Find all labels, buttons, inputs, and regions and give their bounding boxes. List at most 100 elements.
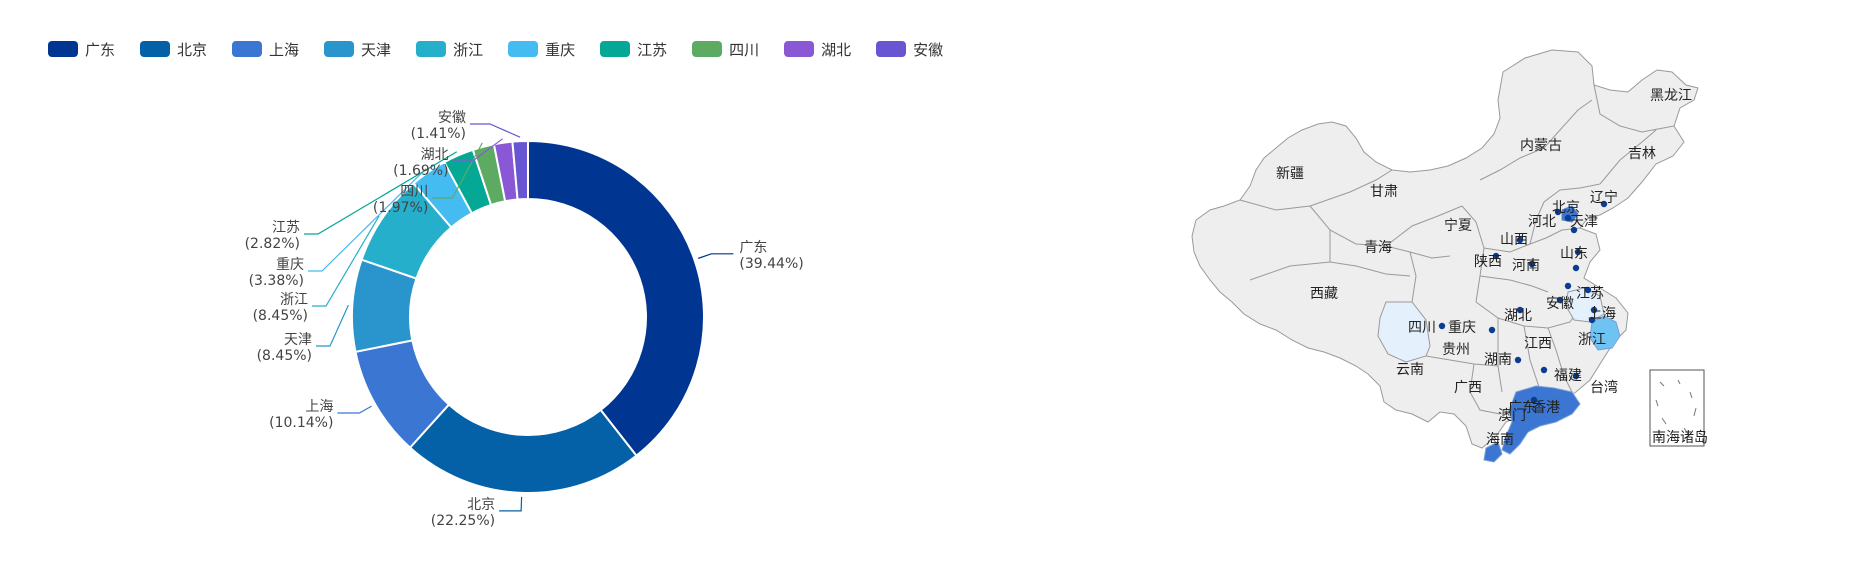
donut-leader-line — [337, 405, 372, 414]
map-city-dot[interactable] — [1584, 286, 1592, 294]
donut-slice[interactable] — [511, 139, 529, 201]
map-city-dot[interactable] — [1438, 322, 1446, 330]
map-city-dot[interactable] — [1572, 372, 1580, 380]
donut-slice[interactable] — [527, 139, 705, 458]
donut-label-percent: (22.25%) — [431, 513, 495, 529]
map-province-label: 南海诸岛 — [1652, 430, 1708, 446]
map-province-label: 宁夏 — [1444, 217, 1472, 234]
donut-label-percent: (1.97%) — [373, 200, 428, 216]
legend-swatch — [140, 41, 171, 57]
legend-item[interactable]: 四川 — [692, 38, 759, 60]
donut-label-name: 四川 — [400, 184, 428, 200]
legend-swatch — [876, 41, 907, 57]
donut-label-name: 广东 — [739, 240, 767, 256]
map-province-label: 海南 — [1486, 432, 1514, 448]
map-province-label: 北京 — [1552, 200, 1580, 216]
legend-swatch — [232, 41, 263, 57]
map-province-label: 云南 — [1396, 362, 1424, 378]
map-province-label: 广西 — [1454, 380, 1482, 396]
legend-item[interactable]: 安徽 — [876, 38, 943, 60]
legend-item[interactable]: 广东 — [48, 38, 115, 60]
map-city-dot[interactable] — [1572, 264, 1580, 272]
legend-item[interactable]: 重庆 — [508, 38, 575, 60]
donut-label-percent: (8.45%) — [253, 308, 308, 324]
map-province-label: 甘肃 — [1370, 184, 1398, 200]
map-province-sichuan — [1377, 301, 1431, 363]
legend-label: 浙江 — [453, 40, 484, 59]
legend-label: 北京 — [177, 40, 208, 59]
map-province-label: 陕西 — [1474, 254, 1502, 270]
donut-label-percent: (10.14%) — [269, 415, 333, 431]
map-province-label: 湖北 — [1504, 308, 1532, 324]
map-province-label: 台湾 — [1590, 379, 1618, 396]
map-city-dot[interactable] — [1492, 252, 1500, 260]
legend-item[interactable]: 天津 — [324, 38, 391, 60]
south-china-sea-inset — [1649, 369, 1705, 447]
chart-legend: 广东 北京 上海 天津 浙江 重庆 江苏 四川 湖北 安徽 — [48, 38, 968, 60]
south-china-sea-islands — [1655, 379, 1697, 435]
map-city-dot[interactable] — [1516, 236, 1524, 244]
map-province-label: 上海 — [1588, 306, 1616, 322]
legend-swatch — [692, 41, 723, 57]
map-province-label: 吉林 — [1628, 146, 1656, 162]
map-city-dot[interactable] — [1556, 296, 1564, 304]
map-city-dot[interactable] — [1564, 282, 1572, 290]
map-city-dot[interactable] — [1514, 356, 1522, 364]
map-province-label: 内蒙古 — [1520, 138, 1562, 154]
legend-label: 上海 — [269, 40, 300, 59]
donut-slice[interactable] — [408, 403, 638, 494]
map-outline — [1191, 49, 1699, 449]
donut-leader-line — [304, 151, 458, 235]
map-city-dot[interactable] — [1540, 366, 1548, 374]
map-province-label: 澳门 — [1498, 408, 1526, 424]
donut-leader-line — [316, 304, 349, 347]
legend-swatch — [324, 41, 355, 57]
map-city-dot[interactable] — [1588, 316, 1596, 324]
donut-label-percent: (1.69%) — [393, 163, 448, 179]
map-province-label: 河北 — [1528, 214, 1556, 230]
legend-swatch — [784, 41, 815, 57]
donut-label-percent: (8.45%) — [257, 348, 312, 364]
map-province-label: 河南 — [1512, 258, 1540, 274]
map-city-dot[interactable] — [1488, 326, 1496, 334]
map-province-label: 重庆 — [1448, 320, 1476, 336]
donut-leader-line — [312, 215, 380, 307]
donut-label-name: 江苏 — [272, 220, 300, 236]
donut-labels: 广东(39.44%)北京(22.25%)上海(10.14%)天津(8.45%)浙… — [245, 110, 804, 529]
legend-label: 重庆 — [545, 40, 576, 59]
donut-label-name: 上海 — [305, 399, 333, 415]
map-city-dots — [1438, 200, 1608, 404]
map-city-dot[interactable] — [1590, 306, 1598, 314]
map-province-label: 福建 — [1554, 368, 1582, 384]
map-city-dot[interactable] — [1530, 396, 1538, 404]
donut-label-name: 浙江 — [280, 292, 308, 308]
map-city-dot[interactable] — [1564, 214, 1572, 222]
map-province-label: 新疆 — [1276, 166, 1304, 182]
legend-label: 湖北 — [821, 40, 852, 59]
map-province-label: 青海 — [1364, 240, 1392, 256]
legend-item[interactable]: 江苏 — [600, 38, 667, 60]
legend-item[interactable]: 上海 — [232, 38, 299, 60]
legend-label: 安徽 — [913, 40, 944, 59]
map-city-dot[interactable] — [1570, 226, 1578, 234]
map-city-dot[interactable] — [1600, 200, 1608, 208]
donut-slices — [351, 139, 705, 494]
map-province-label: 香港 — [1532, 400, 1560, 416]
legend-item[interactable]: 北京 — [140, 38, 207, 60]
donut-label-percent: (1.41%) — [411, 126, 466, 142]
legend-item[interactable]: 浙江 — [416, 38, 483, 60]
map-province-label: 西藏 — [1310, 286, 1338, 302]
donut-label-percent: (3.38%) — [249, 273, 304, 289]
map-province-label: 天津 — [1570, 214, 1598, 230]
map-city-dot[interactable] — [1574, 248, 1582, 256]
map-city-dot[interactable] — [1516, 306, 1524, 314]
legend-item[interactable]: 湖北 — [784, 38, 851, 60]
map-province-hainan — [1483, 441, 1503, 463]
donut-label-name: 湖北 — [421, 147, 449, 163]
donut-label-percent: (2.82%) — [245, 236, 300, 252]
legend-label: 天津 — [361, 40, 392, 59]
map-province-label: 四川 — [1408, 320, 1436, 336]
map-city-dot[interactable] — [1554, 208, 1562, 216]
map-provinces — [1191, 49, 1705, 463]
map-city-dot[interactable] — [1528, 260, 1536, 268]
